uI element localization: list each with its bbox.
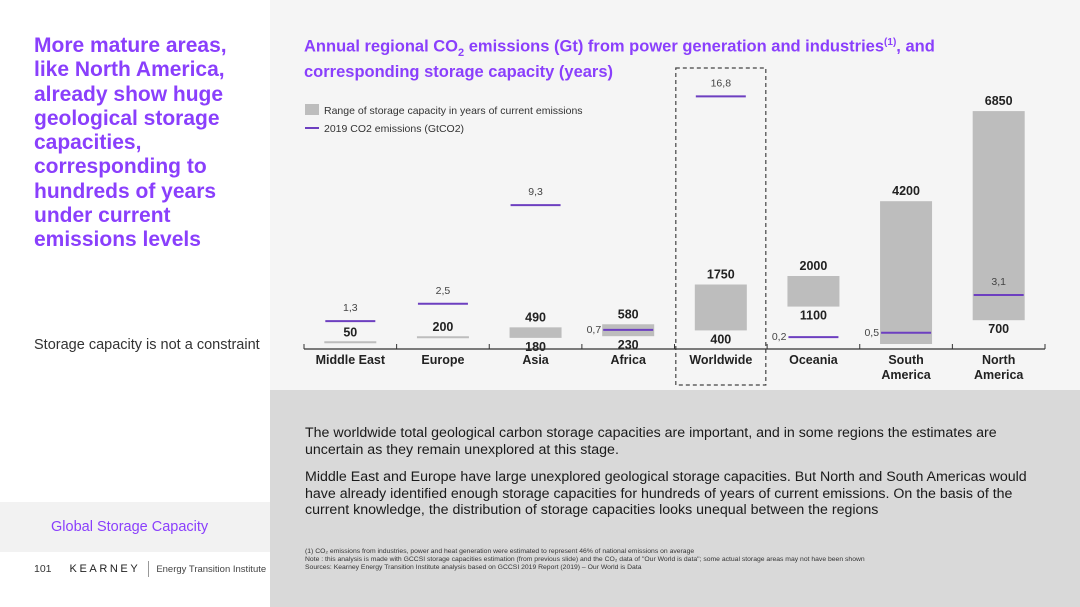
footer: 101 KEARNEY Energy Transition Institute: [34, 561, 266, 577]
text-panel: [270, 390, 1080, 607]
storage-low-label-africa: 230: [618, 338, 639, 352]
storage-high-label-oceania: 2000: [800, 259, 828, 273]
bar-worldwide: [694, 284, 747, 331]
storage-high-label-north-america: 6850: [985, 94, 1013, 108]
page-headline: More mature areas, like North America, a…: [34, 34, 227, 252]
footnote-sources: Sources: Kearney Energy Transition Insti…: [305, 564, 642, 572]
storage-high-label-africa: 580: [618, 307, 639, 321]
category-label-south-america: South: [888, 353, 923, 367]
storage-low-label-worldwide: 400: [710, 332, 731, 346]
bar-south-america: [880, 201, 933, 344]
storage-high-label-worldwide: 1750: [707, 268, 735, 282]
storage-high-label-europe: 200: [433, 320, 454, 334]
storage-low-label-oceania: 1100: [800, 309, 827, 323]
emissions-label-worldwide: 16,8: [711, 77, 732, 89]
subnote: Storage capacity is not a constraint: [34, 337, 260, 353]
brand-logo: KEARNEY: [69, 563, 141, 575]
legend-range-swatch: [305, 104, 319, 115]
emissions-label-north-america: 3,1: [991, 276, 1006, 288]
category-label-africa: Africa: [610, 353, 646, 367]
storage-high-label-middle-east: 50: [343, 325, 357, 339]
institute-name: Energy Transition Institute: [156, 563, 267, 575]
storage-low-label-north-america: 700: [988, 322, 1009, 336]
emissions-label-asia: 9,3: [528, 186, 543, 198]
summary-paragraph-1: The worldwide total geological carbon st…: [305, 425, 997, 458]
category-label-asia: Asia: [522, 353, 549, 367]
summary-paragraph-2: Middle East and Europe have large unexpl…: [305, 469, 1027, 519]
legend-range-label: Range of storage capacity in years of cu…: [324, 105, 583, 117]
bar-north-america: [972, 111, 1025, 321]
category-label-europe: Europe: [421, 353, 464, 367]
page-number: 101: [34, 563, 52, 575]
highlight-box-worldwide: [675, 67, 767, 386]
section-tab[interactable]: Global Storage Capacity: [0, 502, 270, 552]
emissions-label-africa: 0,7: [587, 324, 602, 336]
chart-title-sub: 2: [458, 46, 465, 59]
emissions-label-europe: 2,5: [436, 285, 451, 297]
category-label-worldwide: Worldwide: [689, 353, 752, 367]
category-label-middle-east: Middle East: [316, 353, 386, 367]
legend-emissions-label: 2019 CO2 emissions (GtCO2): [324, 123, 464, 135]
footnote-note: Note : this analysis is made with GCCSI …: [305, 556, 865, 564]
section-tab-label: Global Storage Capacity: [51, 519, 209, 535]
emissions-label-oceania: 0,2: [772, 331, 787, 343]
category-label-south-america-line2: America: [881, 368, 931, 382]
chart-title-sup: (1): [884, 37, 897, 48]
chart-title: Annual regional CO2 emissions (Gt) from …: [304, 33, 1024, 82]
emissions-label-middle-east: 1,3: [343, 302, 358, 314]
category-label-north-america: North: [982, 353, 1015, 367]
footer-divider: [148, 561, 150, 577]
chart-title-part3: , and corresponding storage capacity (ye…: [304, 37, 935, 81]
category-label-oceania: Oceania: [789, 353, 839, 367]
category-label-north-america-line2: America: [974, 368, 1024, 382]
storage-high-label-asia: 490: [525, 310, 546, 324]
bar-oceania: [787, 276, 840, 307]
footnotes: (1) CO₂ emissions from industries, power…: [305, 548, 1065, 573]
footnote-1: (1) CO₂ emissions from industries, power…: [305, 548, 695, 555]
chart-title-part2: emissions (Gt) from power generation and…: [464, 37, 885, 56]
chart-title-part1: Annual regional CO: [304, 37, 459, 56]
bar-asia: [509, 327, 562, 338]
storage-low-label-asia: 180: [525, 340, 546, 354]
emissions-label-south-america: 0,5: [864, 327, 879, 339]
chart-panel: [270, 0, 1080, 390]
storage-high-label-south-america: 4200: [892, 184, 920, 198]
storage-chart: Range of storage capacity in years of cu…: [303, 67, 1046, 386]
